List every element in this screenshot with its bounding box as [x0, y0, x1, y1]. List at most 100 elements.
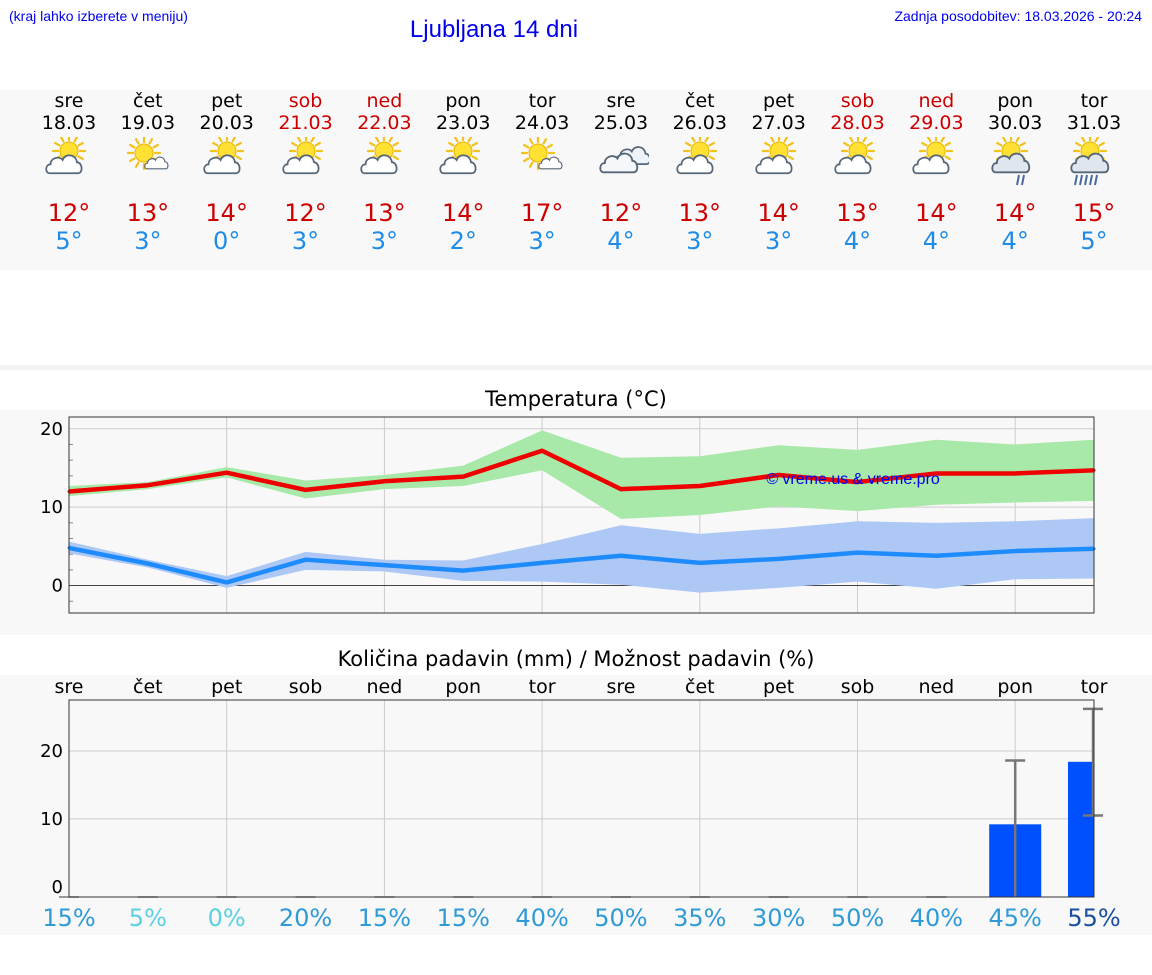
sun-ray: [77, 155, 84, 161]
cloud: [755, 154, 793, 175]
max-temperature-range-band: [69, 430, 1095, 519]
day-column[interactable]: pon 30.03 14° 4°: [975, 90, 1055, 255]
day-column[interactable]: čet 19.03 13° 3°: [108, 90, 188, 255]
day-column[interactable]: čet 26.03 13° 3°: [660, 90, 740, 255]
rain-drop: [1084, 174, 1089, 186]
data-point: [619, 487, 623, 491]
data-point: [777, 557, 781, 561]
data-point: [540, 561, 544, 565]
min-temperature: 3°: [765, 227, 793, 255]
day-date: 24.03: [514, 112, 570, 134]
sun-ray: [148, 138, 153, 145]
category-label: pet: [211, 676, 242, 698]
sun-ray: [528, 161, 534, 168]
cloud: [599, 152, 639, 174]
day-column[interactable]: pet 27.03 14° 3°: [739, 90, 819, 255]
sun-ray: [787, 141, 794, 147]
day-column[interactable]: sre 25.03 12° 4°: [581, 90, 661, 255]
partly-cloudy-sun-icon: [281, 137, 323, 175]
max-temperature: 17°: [520, 199, 564, 227]
min-temperature: 2°: [449, 227, 477, 255]
day-column[interactable]: sob 28.03 13° 4°: [818, 90, 898, 255]
day-column[interactable]: ned 22.03 13° 3°: [344, 90, 424, 255]
day-date: 19.03: [120, 112, 176, 134]
cloud: [991, 152, 1031, 174]
sun-ray: [763, 141, 771, 147]
sun-ray: [927, 137, 932, 143]
sun-ray: [842, 141, 850, 147]
day-date: 29.03: [909, 112, 964, 134]
max-temperature: 12°: [47, 199, 91, 227]
cloud: [144, 156, 169, 170]
day-column[interactable]: tor 24.03 17° 3°: [502, 90, 582, 255]
day-date: 23.03: [436, 112, 491, 134]
temperature-plot-frame: [68, 416, 1095, 614]
day-name: čet: [685, 90, 715, 112]
max-temperature: 15°: [1072, 199, 1116, 227]
cloud: [203, 154, 241, 175]
category-label: tor: [529, 676, 556, 698]
data-point: [1013, 471, 1017, 475]
sun-ray: [1094, 137, 1100, 143]
max-temperature: 14°: [205, 199, 248, 227]
data-point: [698, 561, 702, 565]
data-point: [304, 558, 308, 562]
sun-ray: [546, 143, 554, 149]
sun-ray: [77, 141, 84, 147]
sun-ray: [861, 137, 867, 143]
min-temperature: 3°: [134, 227, 162, 255]
sun-ray: [454, 137, 459, 143]
cloud: [281, 154, 320, 175]
day-name: pet: [211, 90, 243, 112]
day-date: 31.03: [1066, 112, 1122, 134]
day-name: sob: [840, 90, 875, 112]
partly-cloudy-sun-icon: [439, 137, 481, 175]
sun-ray: [59, 137, 65, 143]
partly-cloudy-sun-icon: [203, 137, 244, 175]
sun-ray: [921, 141, 928, 147]
sun-ray: [471, 141, 479, 147]
sun-ray: [392, 141, 400, 147]
sun-rain-light-icon: [991, 137, 1031, 186]
sun-ray: [448, 141, 455, 147]
min-temperature: 4°: [922, 227, 950, 255]
data-point: [225, 471, 229, 475]
day-column[interactable]: pon 23.03 14° 2°: [423, 90, 503, 255]
sun-rain-icon: [1070, 137, 1110, 186]
location-hint[interactable]: (kraj lahko izberete v meniju): [9, 8, 188, 24]
precipitation-plot-frame: [68, 699, 1095, 898]
category-label: pon: [445, 676, 481, 698]
sun-ray: [290, 141, 298, 147]
partly-cloudy-sun-icon: [676, 137, 717, 175]
day-name: pon: [445, 90, 482, 112]
day-column[interactable]: sre 18.03 12° 5°: [29, 90, 109, 255]
cloud: [439, 154, 477, 175]
min-temperature-range-band: [69, 518, 1095, 593]
day-name: sre: [54, 90, 84, 112]
cloud-shape: [599, 152, 639, 174]
max-temperature: 14°: [993, 199, 1037, 227]
sun-ray: [128, 157, 136, 163]
category-label: pon: [997, 676, 1033, 698]
sun-ray: [128, 143, 136, 149]
sun-ray: [73, 137, 79, 143]
day-column[interactable]: ned 29.03 14° 4°: [896, 90, 976, 255]
y-tick-label: 20: [40, 419, 63, 440]
data-point: [304, 488, 308, 492]
sun-ray: [848, 137, 854, 143]
y-tick-label: 10: [40, 497, 63, 518]
day-name: pon: [997, 90, 1034, 112]
day-column[interactable]: tor 31.03 15° 5°: [1054, 90, 1134, 255]
max-temperature: 12°: [284, 199, 327, 227]
day-name: sob: [288, 90, 323, 112]
page-title: Ljubljana 14 dni: [409, 16, 579, 43]
mostly-sunny-icon: [520, 137, 563, 171]
day-name: ned: [918, 90, 955, 112]
day-column[interactable]: pet 20.03 14° 0°: [187, 90, 267, 255]
sun-ray: [1080, 137, 1086, 143]
sun-ray: [523, 157, 530, 163]
day-column[interactable]: sob 21.03 12° 3°: [266, 90, 346, 255]
min-temperature-line: [68, 545, 1095, 585]
data-point: [619, 554, 623, 558]
precipitation-probability-label: 40%: [515, 904, 568, 932]
